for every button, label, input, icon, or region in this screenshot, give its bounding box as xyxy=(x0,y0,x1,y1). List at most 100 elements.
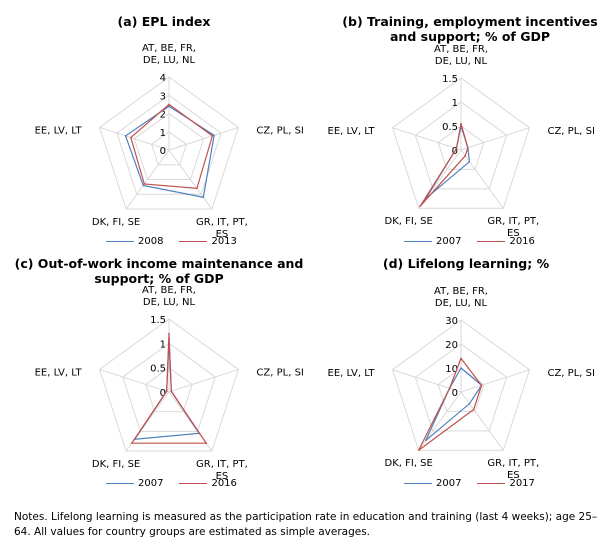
tick-label: 1 xyxy=(452,98,458,109)
grid-ring xyxy=(122,342,216,432)
data-point xyxy=(460,367,462,369)
legend-swatch xyxy=(106,483,134,484)
grid-ring xyxy=(414,101,508,190)
radar-chart-lifelong: 0 10 20 30 AT, BE, FR, DE, LU, NL CZ, PL, SI GR… xyxy=(328,286,595,481)
series-line-1 xyxy=(130,333,208,444)
legend-label: 2007 xyxy=(138,478,164,489)
category-label: CZ, PL, SI xyxy=(256,367,303,378)
data-point xyxy=(468,160,471,163)
grid-ring xyxy=(98,318,240,452)
data-point xyxy=(124,135,127,137)
grid-ring xyxy=(391,77,531,209)
chart-title: (b) Training, employment incentives and … xyxy=(342,14,598,44)
legend-label: 2017 xyxy=(509,478,535,489)
category-label: CZ, PL, SI xyxy=(256,125,303,136)
tick-label: 3 xyxy=(160,91,166,102)
data-point xyxy=(455,147,458,150)
chart-title: (d) Lifelong learning; % xyxy=(382,256,550,271)
series-line-0 xyxy=(124,105,215,198)
category-label: AT, BE, FR, DE, LU, NL xyxy=(142,43,196,66)
data-point xyxy=(170,390,173,393)
legend-label: 2008 xyxy=(138,236,164,247)
category-label: EE, LV, LT xyxy=(328,368,376,379)
data-point xyxy=(205,442,207,444)
legend-item-series-b: 2013 xyxy=(179,236,237,247)
grid-ring xyxy=(98,76,240,210)
legend-item-series-a: 2007 xyxy=(404,478,461,489)
legend-label: 2016 xyxy=(509,236,535,247)
legend-label: 2013 xyxy=(211,236,237,247)
axis-spoke xyxy=(460,127,530,151)
data-point xyxy=(468,402,471,405)
chart-legend: 2007 2016 xyxy=(404,236,545,247)
data-point xyxy=(424,439,427,442)
axis-spoke xyxy=(168,368,239,393)
axis-spoke xyxy=(168,149,213,210)
tick-label: 1 xyxy=(160,128,166,139)
tick-label: 0.5 xyxy=(150,364,166,375)
legend-label: 2007 xyxy=(436,478,462,489)
axis-spoke xyxy=(125,149,170,210)
chart-notes: Notes. Lifelong learning is measured as … xyxy=(14,511,598,538)
data-point xyxy=(460,357,462,360)
chart-title: (c) Out-of-work income maintenance and s… xyxy=(14,256,304,286)
axis-spoke xyxy=(99,126,170,151)
chart-legend: 2008 2013 xyxy=(106,236,247,247)
category-label: CZ, PL, SI xyxy=(547,126,594,137)
data-point xyxy=(143,183,146,185)
legend-swatch xyxy=(477,241,506,242)
tick-label: 4 xyxy=(160,73,166,84)
data-point xyxy=(168,105,170,107)
series-line-1 xyxy=(130,103,214,190)
legend-item-series-b: 2016 xyxy=(179,478,237,489)
data-point xyxy=(202,196,205,199)
legend-item-series-b: 2016 xyxy=(477,236,535,247)
axis-spoke xyxy=(392,127,462,151)
chart-panel-training: (b) Training, employment incentives and … xyxy=(316,10,616,250)
grid-ring xyxy=(116,94,222,195)
data-point xyxy=(213,134,215,137)
data-point xyxy=(448,387,451,390)
axis-spoke xyxy=(99,368,170,393)
data-point xyxy=(130,136,132,139)
category-label: GR, IT, PT, ES xyxy=(487,458,539,481)
category-label: GR, IT, PT, ES xyxy=(196,459,248,482)
radar-chart-epl: 0 1 2 3 4 AT, BE, FR, DE, LU, NL CZ, PL, SI GR, … xyxy=(35,43,304,240)
data-point xyxy=(168,332,170,335)
tick-label: 1.5 xyxy=(442,74,458,85)
tick-label: 30 xyxy=(445,316,458,327)
grid-ring xyxy=(391,319,531,451)
chart-panel-lifelong: (d) Lifelong learning; % 0 10 20 30 AT, BE, … xyxy=(316,252,616,492)
data-point xyxy=(460,122,462,125)
series-line-1 xyxy=(418,357,483,451)
category-label: GR, IT, PT, ES xyxy=(196,217,248,240)
legend-swatch xyxy=(477,483,506,484)
category-label: EE, LV, LT xyxy=(35,367,83,378)
data-point xyxy=(472,408,475,411)
data-point xyxy=(464,155,467,157)
axis-spoke xyxy=(418,391,462,451)
data-point xyxy=(467,146,469,149)
chart-legend: 2007 2017 xyxy=(404,478,545,489)
tick-label: 10 xyxy=(445,364,458,375)
tick-label: 1.5 xyxy=(150,315,166,326)
data-point xyxy=(165,390,168,393)
tick-label: 2 xyxy=(160,110,166,121)
category-label: DK, FI, SE xyxy=(92,459,140,470)
axis-spoke xyxy=(460,369,530,393)
chart-title: (a) EPL index xyxy=(117,14,211,29)
category-label: GR, IT, PT, ES xyxy=(487,216,539,239)
data-point xyxy=(168,103,170,106)
axis-spoke xyxy=(460,149,504,209)
category-label: AT, BE, FR, DE, LU, NL xyxy=(142,285,196,308)
chart-panel-epl-index: (a) EPL index 0 1 2 3 4 AT, BE, FR, DE, LU, NL… xyxy=(14,10,314,250)
grid-ring xyxy=(151,131,187,166)
chart-panel-income: (c) Out-of-work income maintenance and s… xyxy=(14,252,314,492)
category-label: CZ, PL, SI xyxy=(547,368,594,379)
grid-ring xyxy=(133,112,205,181)
data-point xyxy=(419,205,421,208)
grid-ring xyxy=(414,343,508,432)
category-label: AT, BE, FR, DE, LU, NL xyxy=(434,44,488,67)
legend-label: 2007 xyxy=(436,236,462,247)
